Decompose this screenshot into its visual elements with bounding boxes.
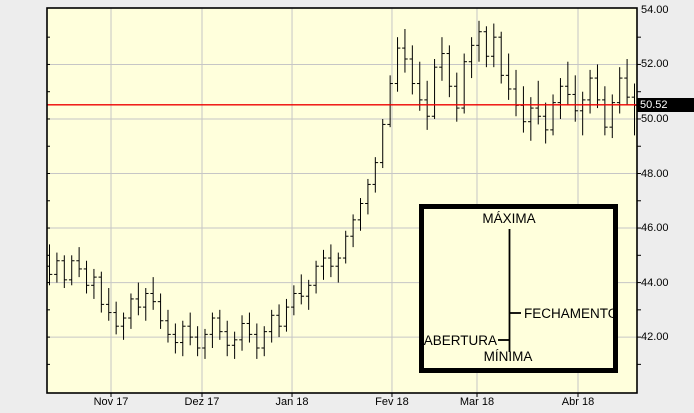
x-axis-label: Jan 18 (275, 396, 309, 408)
legend-close-label: FECHAMENTO (524, 306, 619, 321)
bar-anatomy-legend: MÁXIMA FECHAMENTO ABERTURA MÍNIMA (419, 204, 618, 373)
last-price-value: 50.52 (640, 99, 668, 111)
y-axis-label: 44.00 (641, 276, 669, 289)
sample-ohlc-bar (498, 229, 521, 352)
x-axis-label: Nov 17 (93, 396, 129, 408)
ohlc-bars (46, 20, 638, 359)
vertical-gridlines (110, 8, 579, 397)
y-axis-label: 52.00 (641, 58, 669, 71)
legend-open-label: ABERTURA (423, 333, 497, 348)
x-axis-label: Dez 17 (184, 396, 220, 408)
y-axis-label: 54.00 (641, 3, 669, 16)
x-axis-label: Abr 18 (561, 396, 595, 408)
x-axis-label: Fev 18 (375, 396, 409, 408)
y-axis-label: 42.00 (641, 331, 669, 344)
last-price-badge: 50.52 (637, 98, 694, 112)
y-axis-label: 50.00 (641, 112, 669, 125)
y-axis-label: 46.00 (641, 222, 669, 235)
x-axis-label: Mar 18 (459, 396, 495, 408)
y-axis-label: 48.00 (641, 167, 669, 180)
plot-border (46, 7, 638, 394)
legend-low-label: MÍNIMA (483, 349, 533, 364)
legend-high-label: MÁXIMA (482, 211, 536, 226)
